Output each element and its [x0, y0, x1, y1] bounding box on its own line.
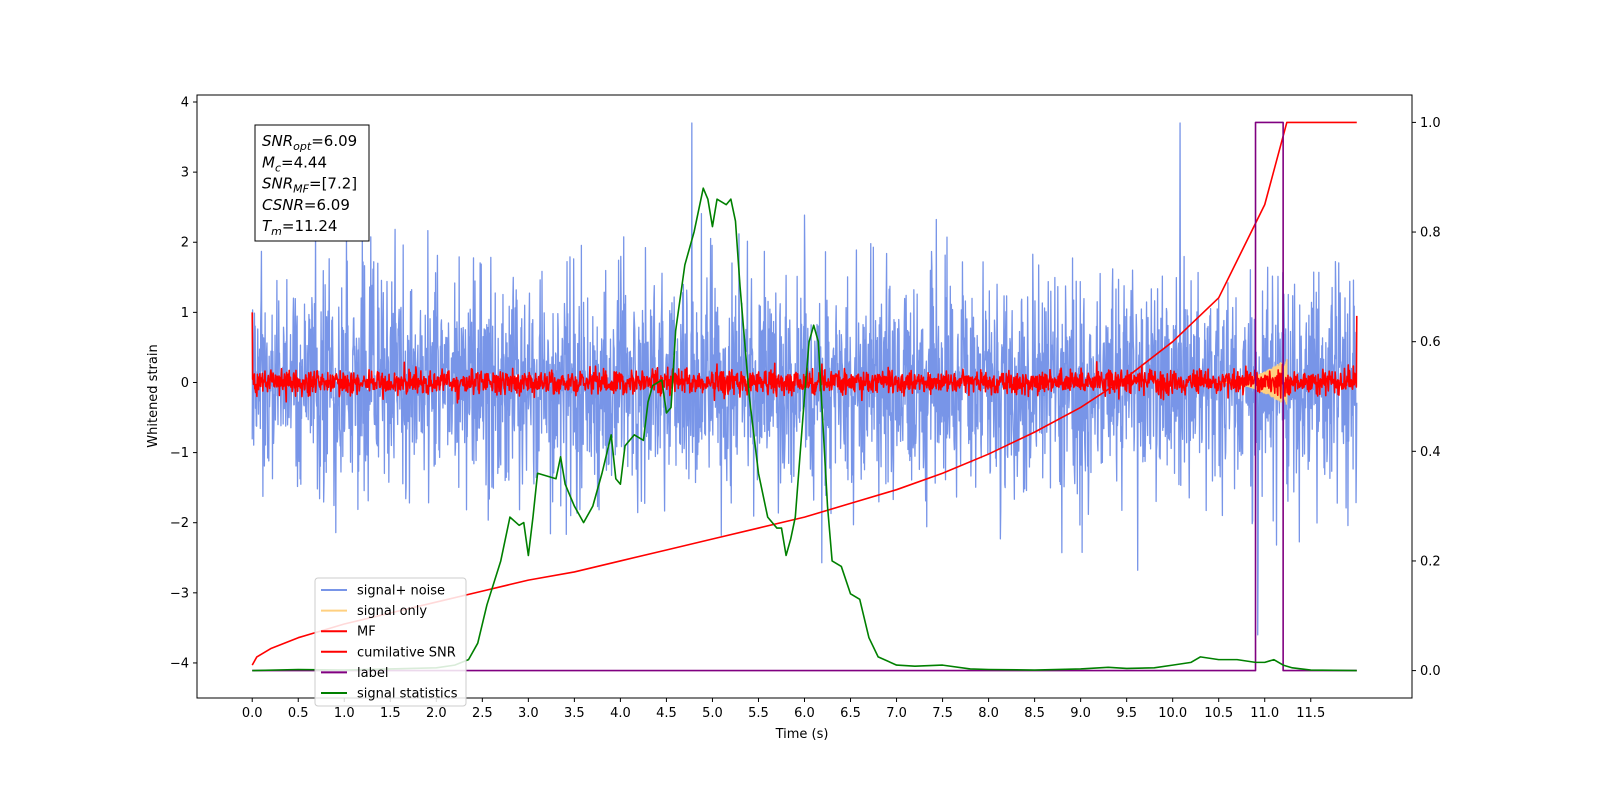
- x-tick-label: 1.5: [380, 706, 401, 721]
- info-line: Tm=11.24: [262, 217, 337, 238]
- info-symbol: SNR: [262, 132, 293, 150]
- y-left-tick-label: −3: [170, 586, 189, 601]
- y-left-tick-label: 3: [181, 166, 189, 181]
- y-right-tick-label: 0.8: [1420, 226, 1441, 241]
- x-tick-label: 2.5: [472, 706, 493, 721]
- x-tick-label: 9.0: [1070, 706, 1091, 721]
- legend: signal+ noise signal only MF cumilative SNR…: [314, 577, 467, 707]
- x-tick-label: 7.5: [932, 706, 953, 721]
- x-tick-label: 7.0: [886, 706, 907, 721]
- info-subscript: c: [275, 161, 281, 174]
- x-tick-label: 6.5: [840, 706, 861, 721]
- y-right-tick-label: 0.2: [1420, 554, 1441, 569]
- x-tick-label: 5.5: [748, 706, 769, 721]
- info-line: SNRMF=[7.2]: [262, 175, 357, 196]
- info-subscript: MF: [293, 183, 309, 196]
- y-axis-label: Whitened strain: [146, 344, 161, 447]
- info-value: =6.09: [311, 132, 357, 150]
- info-subscript: opt: [293, 140, 312, 153]
- info-subscript: m: [271, 225, 282, 238]
- y-left-tick-label: 2: [181, 236, 189, 251]
- legend-entry-label: label: [357, 666, 388, 681]
- y-left-tick-label: 0: [181, 376, 189, 391]
- info-symbol: M: [262, 153, 275, 171]
- info-value: =[7.2]: [309, 175, 357, 193]
- info-line: Mc=4.44: [262, 153, 327, 174]
- legend-entry-label: MF: [357, 625, 376, 640]
- y-axis-right: 1.0 0.8 0.6 0.4 0.2 0.0: [1412, 116, 1441, 679]
- x-axis-label: Time (s): [775, 727, 829, 742]
- x-tick-label: 4.0: [610, 706, 631, 721]
- y-left-tick-label: −1: [170, 446, 189, 461]
- info-box: SNRopt=6.09Mc=4.44SNRMF=[7.2]CSNR=6.09Tm…: [254, 124, 370, 242]
- series-signal-noise-line: [251, 122, 1358, 636]
- info-symbol: CSNR: [262, 196, 304, 214]
- y-right-tick-label: 1.0: [1420, 116, 1441, 131]
- y-right-tick-label: 0.4: [1420, 445, 1441, 460]
- y-left-tick-label: −2: [170, 516, 189, 531]
- x-tick-label: 8.5: [1024, 706, 1045, 721]
- x-tick-label: 0.5: [288, 706, 309, 721]
- info-value: =4.44: [281, 153, 327, 171]
- x-tick-label: 2.0: [426, 706, 447, 721]
- legend-entry-label: signal+ noise: [357, 584, 445, 599]
- info-line: SNRopt=6.09: [262, 132, 357, 153]
- x-tick-label: 1.0: [334, 706, 355, 721]
- y-left-tick-label: 1: [181, 306, 189, 321]
- info-value: =6.09: [304, 196, 350, 214]
- y-axis-left: 4 3 2 1 0 −1 −2 −3 −4: [170, 96, 197, 671]
- y-left-tick-label: −4: [170, 656, 189, 671]
- info-symbol: SNR: [262, 175, 293, 193]
- info-symbol: T: [262, 217, 273, 235]
- legend-entry-label: cumilative SNR: [357, 645, 456, 660]
- info-box-frame: [254, 124, 370, 242]
- series-mf-line: [251, 312, 1358, 404]
- legend-frame: [314, 577, 467, 707]
- x-tick-label: 11.0: [1250, 706, 1279, 721]
- legend-entry-label: signal only: [357, 604, 427, 619]
- y-right-tick-label: 0.0: [1420, 664, 1441, 679]
- series-label-line: [252, 121, 1357, 672]
- x-tick-label: 11.5: [1296, 706, 1325, 721]
- x-tick-label: 5.0: [702, 706, 723, 721]
- x-tick-label: 3.5: [564, 706, 585, 721]
- x-axis: 0.0 0.5 1.0 1.5 2.0 2.5 3.0 3.5 4.0 4.5 5.0 5.5 6.0 6…: [242, 698, 1325, 721]
- x-tick-label: 6.0: [794, 706, 815, 721]
- x-tick-label: 8.0: [978, 706, 999, 721]
- x-tick-label: 4.5: [656, 706, 677, 721]
- legend-entry-label: signal statistics: [357, 687, 458, 702]
- info-line: CSNR=6.09: [262, 196, 350, 214]
- y-right-tick-label: 0.6: [1420, 335, 1441, 350]
- x-tick-label: 0.0: [242, 706, 263, 721]
- x-tick-label: 10.0: [1158, 706, 1187, 721]
- x-tick-label: 9.5: [1116, 706, 1137, 721]
- x-tick-label: 3.0: [518, 706, 539, 721]
- info-value: =11.24: [282, 217, 338, 235]
- x-tick-label: 10.5: [1204, 706, 1233, 721]
- y-left-tick-label: 4: [181, 96, 189, 111]
- series-signal-statistics-line: [252, 187, 1357, 672]
